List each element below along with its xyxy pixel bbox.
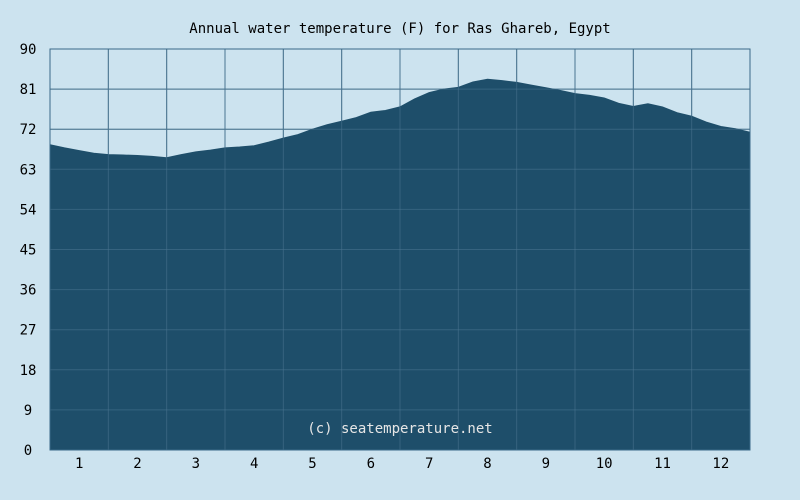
y-tick-label: 72 [20,122,37,138]
x-tick-label: 6 [367,456,375,472]
y-tick-label: 9 [24,403,32,419]
y-tick-label: 81 [20,82,37,98]
plot-frame [49,48,751,451]
watermark-text: (c) seatemperature.net [307,421,492,437]
x-tick-label: 7 [425,456,433,472]
y-tick-label: 27 [20,323,37,339]
x-tick-label: 10 [596,456,613,472]
area-layer [49,48,751,451]
y-tick-label: 18 [20,363,37,379]
x-tick-label: 1 [75,456,83,472]
y-tick-label: 63 [20,162,37,178]
x-tick-label: 12 [712,456,729,472]
plot-border [49,48,751,451]
x-tick-label: 5 [308,456,316,472]
x-tick-label: 2 [133,456,141,472]
x-tick-label: 8 [483,456,491,472]
x-axis-ticks: 1 2 3 4 5 6 7 8 9 10 11 12 [75,456,729,472]
x-tick-label: 9 [542,456,550,472]
x-tick-label: 11 [654,456,671,472]
y-axis-ticks: 0 9 18 27 36 45 54 63 72 81 90 [20,42,37,459]
y-tick-label: 54 [20,202,37,218]
chart-title: Annual water temperature (F) for Ras Gha… [189,21,610,37]
y-tick-label: 0 [24,443,32,459]
y-tick-label: 45 [20,243,37,259]
x-tick-label: 3 [192,456,200,472]
y-tick-label: 36 [20,283,37,299]
y-tick-label: 90 [20,42,37,58]
x-tick-label: 4 [250,456,258,472]
